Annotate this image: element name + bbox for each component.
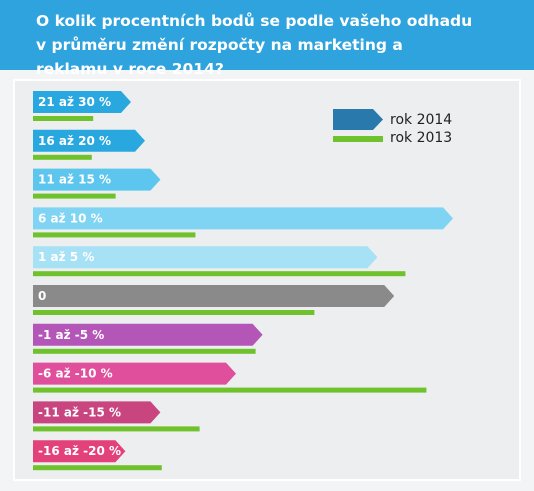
bar bbox=[33, 348, 256, 354]
bar bbox=[33, 323, 263, 346]
category-label: -16 až -20 % bbox=[38, 444, 121, 458]
category-label: -6 až -10 % bbox=[38, 367, 113, 381]
bar bbox=[33, 285, 395, 307]
bar bbox=[33, 440, 126, 463]
legend-swatch bbox=[333, 136, 383, 142]
bar bbox=[33, 362, 236, 385]
bar bbox=[33, 271, 406, 277]
bar bbox=[33, 91, 131, 113]
category-label: 0 bbox=[38, 289, 46, 303]
bar bbox=[33, 129, 145, 152]
bar bbox=[33, 207, 453, 230]
bar bbox=[33, 154, 92, 160]
chart-title: O kolik procentních bodů se podle vašeho… bbox=[0, 0, 534, 78]
bar bbox=[33, 310, 315, 315]
category-label: -1 až -5 % bbox=[38, 328, 104, 342]
bar bbox=[33, 387, 427, 393]
bar bbox=[33, 246, 378, 269]
category-label: 21 až 30 % bbox=[38, 95, 111, 109]
bar bbox=[33, 232, 196, 238]
bar bbox=[33, 193, 116, 199]
legend-swatch bbox=[333, 109, 383, 130]
legend-label: rok 2013 bbox=[390, 130, 452, 146]
category-label: -11 až -15 % bbox=[38, 405, 121, 419]
bar bbox=[33, 465, 162, 471]
bar bbox=[33, 116, 94, 121]
category-label: 6 až 10 % bbox=[38, 211, 103, 225]
category-label: 1 až 5 % bbox=[38, 250, 94, 264]
category-label: 11 až 15 % bbox=[38, 173, 111, 187]
bar bbox=[33, 168, 161, 191]
bar bbox=[33, 426, 200, 432]
legend-label: rok 2014 bbox=[390, 112, 452, 128]
bar bbox=[33, 401, 161, 424]
category-label: 16 až 20 % bbox=[38, 134, 111, 148]
